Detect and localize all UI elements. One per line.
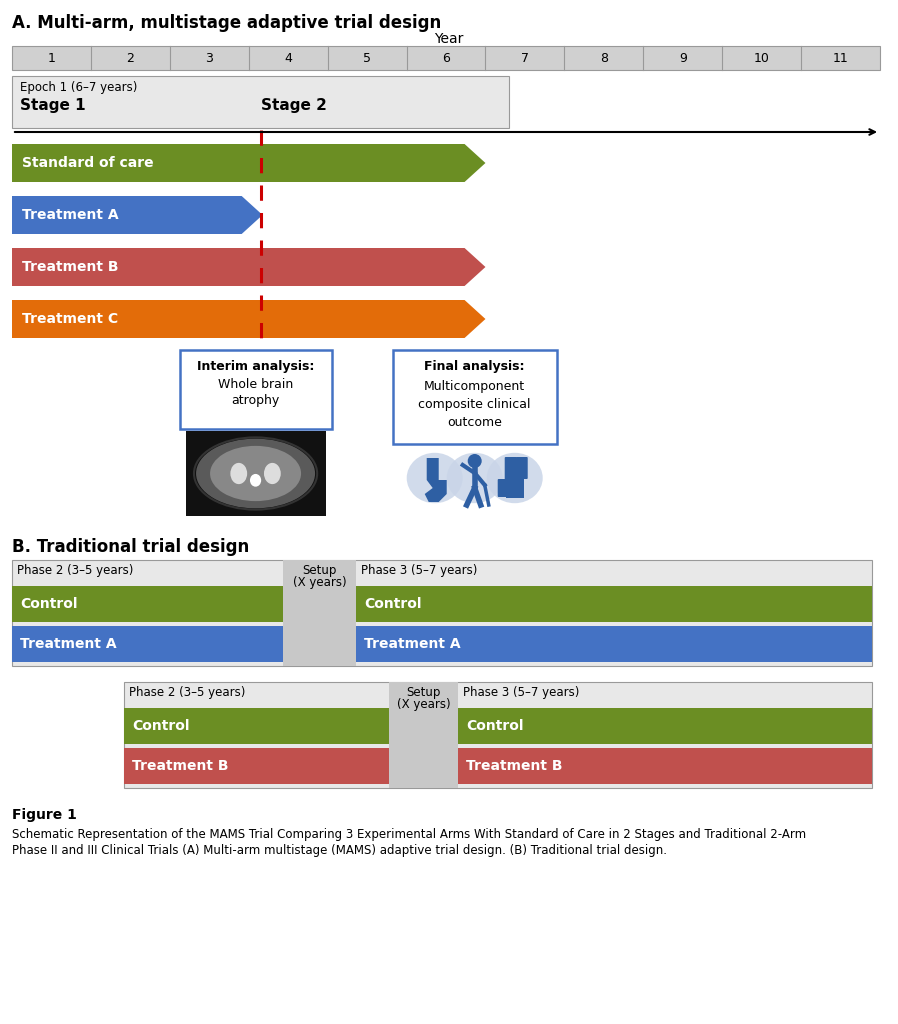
Bar (124, 682, 872, 788)
Text: Control: Control (364, 597, 421, 611)
Bar (458, 748, 872, 784)
Text: Year: Year (435, 32, 463, 46)
Ellipse shape (196, 438, 315, 508)
Ellipse shape (446, 453, 503, 503)
Text: Interim analysis:: Interim analysis: (197, 360, 314, 373)
Text: Figure 1: Figure 1 (12, 808, 77, 822)
Text: Phase 3 (5–7 years): Phase 3 (5–7 years) (463, 686, 579, 699)
Bar (12, 586, 283, 622)
FancyBboxPatch shape (521, 457, 528, 479)
Text: Phase 2 (3–5 years): Phase 2 (3–5 years) (17, 564, 134, 577)
Text: (X years): (X years) (293, 575, 347, 589)
Polygon shape (12, 144, 486, 182)
Ellipse shape (250, 474, 261, 486)
Ellipse shape (407, 453, 462, 503)
Text: B. Traditional trial design: B. Traditional trial design (12, 538, 250, 556)
FancyBboxPatch shape (497, 479, 508, 497)
Text: Treatment A: Treatment A (22, 208, 119, 222)
Text: Final analysis:: Final analysis: (425, 360, 525, 373)
Ellipse shape (231, 463, 247, 484)
Text: Treatment A: Treatment A (20, 637, 117, 651)
Text: Control: Control (132, 719, 189, 733)
Text: Setup: Setup (407, 686, 441, 699)
Bar (186, 431, 326, 516)
Bar (124, 748, 390, 784)
Text: Treatment B: Treatment B (22, 260, 119, 274)
Bar (458, 708, 872, 744)
Text: 1: 1 (48, 51, 56, 65)
Text: Whole brain: Whole brain (218, 378, 293, 391)
Text: 11: 11 (832, 51, 849, 65)
Text: Phase II and III Clinical Trials (A) Multi-arm multistage (MAMS) adaptive trial : Phase II and III Clinical Trials (A) Mul… (12, 844, 667, 857)
Polygon shape (12, 248, 486, 286)
FancyBboxPatch shape (392, 350, 557, 444)
Bar (124, 708, 390, 744)
Text: outcome: outcome (447, 416, 502, 429)
FancyBboxPatch shape (180, 350, 331, 429)
Text: 9: 9 (679, 51, 687, 65)
Bar (506, 476, 524, 498)
Text: atrophy: atrophy (232, 394, 279, 407)
FancyBboxPatch shape (510, 457, 516, 485)
Text: Stage 1: Stage 1 (20, 98, 85, 113)
Polygon shape (425, 458, 446, 502)
Text: 5: 5 (363, 51, 371, 65)
Text: Control: Control (20, 597, 77, 611)
Text: 10: 10 (753, 51, 770, 65)
Text: Epoch 1 (6–7 years): Epoch 1 (6–7 years) (20, 81, 137, 94)
Text: Treatment C: Treatment C (22, 312, 119, 326)
Text: Phase 3 (5–7 years): Phase 3 (5–7 years) (361, 564, 478, 577)
Text: Standard of care: Standard of care (22, 156, 154, 170)
Text: A. Multi-arm, multistage adaptive trial design: A. Multi-arm, multistage adaptive trial … (12, 14, 441, 32)
Text: Schematic Representation of the MAMS Trial Comparing 3 Experimental Arms With St: Schematic Representation of the MAMS Tri… (12, 828, 806, 841)
Text: 2: 2 (127, 51, 135, 65)
Ellipse shape (210, 445, 301, 501)
Polygon shape (12, 196, 262, 234)
FancyBboxPatch shape (505, 457, 512, 481)
Text: Setup: Setup (303, 564, 337, 577)
Text: 8: 8 (600, 51, 608, 65)
Polygon shape (12, 300, 486, 338)
Bar (390, 682, 458, 788)
Text: Treatment B: Treatment B (466, 759, 563, 773)
Bar (356, 626, 872, 662)
Bar (12, 626, 283, 662)
Text: (X years): (X years) (397, 698, 451, 711)
Text: 7: 7 (521, 51, 529, 65)
Bar (12, 46, 880, 70)
Text: Treatment B: Treatment B (132, 759, 228, 773)
Text: Control: Control (466, 719, 524, 733)
Bar (12, 76, 509, 128)
Text: 3: 3 (206, 51, 213, 65)
Circle shape (468, 454, 481, 468)
Bar (283, 560, 356, 666)
Text: composite clinical: composite clinical (418, 398, 531, 411)
Ellipse shape (264, 463, 281, 484)
Text: Phase 2 (3–5 years): Phase 2 (3–5 years) (128, 686, 245, 699)
Text: Treatment A: Treatment A (364, 637, 461, 651)
Bar (12, 560, 872, 666)
Text: Multicomponent: Multicomponent (424, 380, 525, 393)
Ellipse shape (487, 453, 542, 503)
Text: 4: 4 (285, 51, 292, 65)
Text: 6: 6 (442, 51, 450, 65)
Bar (356, 586, 872, 622)
FancyBboxPatch shape (515, 457, 523, 483)
Text: Stage 2: Stage 2 (260, 98, 327, 113)
